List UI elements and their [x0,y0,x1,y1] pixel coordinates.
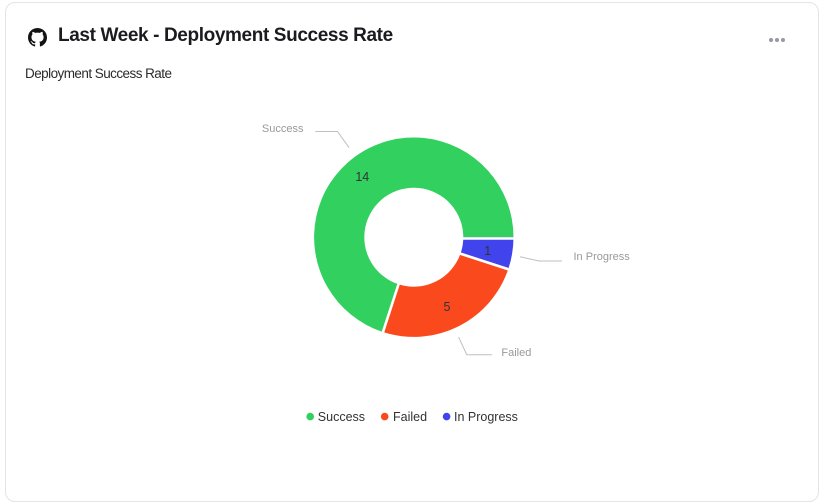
svg-text:In Progress: In Progress [574,251,631,263]
svg-text:Success: Success [262,123,304,135]
svg-text:In Progress: In Progress [454,410,518,424]
svg-text:5: 5 [444,300,451,314]
svg-text:1: 1 [484,244,491,258]
svg-text:Failed: Failed [393,410,427,424]
svg-text:Failed: Failed [501,347,531,359]
svg-text:Success: Success [318,410,365,424]
svg-text:14: 14 [355,170,369,184]
